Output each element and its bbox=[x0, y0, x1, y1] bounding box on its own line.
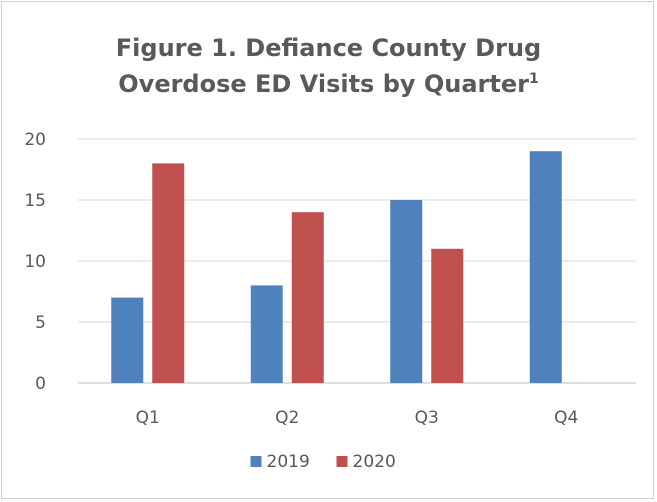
bar-2019-Q3 bbox=[390, 200, 423, 383]
chart-title-line-1: Figure 1. Defiance County Drug bbox=[115, 34, 542, 62]
bar-2019-Q4 bbox=[529, 151, 562, 383]
chart-title-superscript: 1 bbox=[528, 71, 539, 87]
bar-2020-Q3 bbox=[431, 248, 464, 383]
legend-label-2019: 2019 bbox=[267, 452, 310, 472]
y-tick-label: 10 bbox=[24, 252, 46, 272]
chart-title-line-2: Overdose ED Visits by Quarter bbox=[118, 70, 529, 98]
bar-2020-Q1 bbox=[152, 163, 185, 383]
bar-2019-Q1 bbox=[111, 297, 144, 383]
y-tick-label: 0 bbox=[35, 374, 46, 394]
y-tick-label: 15 bbox=[24, 191, 46, 211]
x-category-label: Q2 bbox=[275, 408, 299, 428]
legend-swatch-2020 bbox=[336, 456, 348, 467]
x-axis-category-labels: Q1 Q2 Q3 Q4 bbox=[136, 408, 579, 428]
y-axis-tick-labels: 0 5 10 15 20 bbox=[24, 130, 46, 394]
legend: 2019 2020 bbox=[250, 452, 396, 472]
y-tick-label: 5 bbox=[35, 313, 46, 333]
x-category-label: Q4 bbox=[554, 408, 578, 428]
bar-2019-Q2 bbox=[250, 285, 283, 383]
bar-2020-Q2 bbox=[291, 212, 324, 383]
legend-swatch-2019 bbox=[250, 456, 262, 467]
bars bbox=[111, 151, 562, 383]
chart-title: Figure 1. Defiance County Drug Overdose E… bbox=[0, 30, 657, 102]
x-category-label: Q1 bbox=[136, 408, 160, 428]
x-category-label: Q3 bbox=[415, 408, 439, 428]
y-tick-label: 20 bbox=[24, 130, 46, 150]
legend-label-2020: 2020 bbox=[353, 452, 396, 472]
